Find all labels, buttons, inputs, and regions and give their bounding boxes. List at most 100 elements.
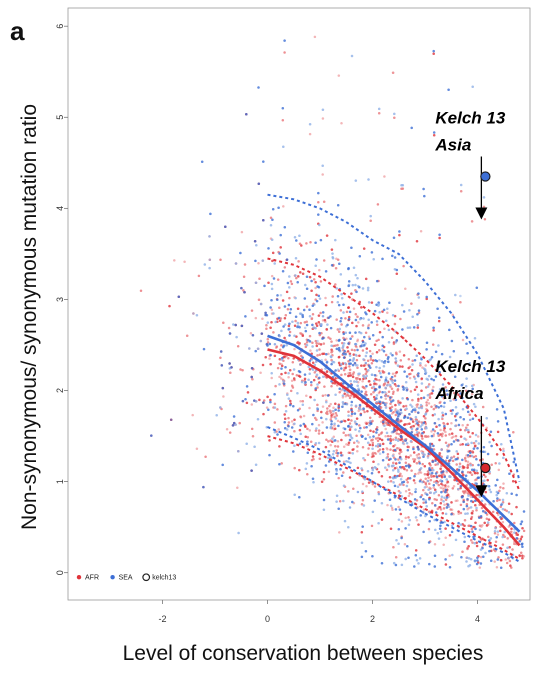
point-sea <box>308 359 312 362</box>
point-sea <box>438 387 442 391</box>
point-sea <box>389 504 393 508</box>
point-afr <box>421 437 424 440</box>
point-sea <box>429 442 432 446</box>
point-afr <box>297 374 301 378</box>
point-sea <box>353 420 357 423</box>
point-afr <box>394 403 397 407</box>
point-afr <box>435 425 438 428</box>
point-sea <box>358 254 362 258</box>
point-afr <box>337 476 340 480</box>
point-sea <box>428 358 431 362</box>
point-afr <box>328 404 331 408</box>
point-sea <box>420 382 424 385</box>
point-sea <box>285 428 289 431</box>
point-afr <box>424 364 427 367</box>
point-sea <box>367 301 371 304</box>
point-sea <box>423 368 427 371</box>
point-afr <box>350 414 353 418</box>
point-sea <box>404 557 407 561</box>
point-sea <box>452 440 456 443</box>
point-afr <box>427 476 430 479</box>
point-afr <box>400 437 404 441</box>
point-afr <box>486 523 490 526</box>
point-afr <box>404 455 408 459</box>
point-sea <box>261 259 265 262</box>
point-sea <box>519 522 523 526</box>
point-sea <box>298 325 301 329</box>
point-afr <box>471 463 474 467</box>
point-afr <box>259 371 262 375</box>
point-afr <box>377 433 381 437</box>
point-sea <box>350 400 354 404</box>
point-sea <box>308 314 312 318</box>
point-sea <box>269 353 272 357</box>
point-afr <box>398 350 402 353</box>
point-sea <box>336 300 340 304</box>
point-sea <box>234 262 238 265</box>
point-sea <box>394 359 398 363</box>
point-sea <box>298 442 302 445</box>
point-afr <box>241 369 244 372</box>
point-afr <box>429 464 432 467</box>
point-afr <box>384 427 387 431</box>
point-sea <box>400 536 403 540</box>
point-afr <box>377 111 381 115</box>
point-sea <box>361 490 364 493</box>
point-sea <box>508 472 511 475</box>
point-afr <box>444 563 448 566</box>
point-afr <box>438 438 441 442</box>
point-sea <box>416 393 420 396</box>
point-sea <box>440 495 444 498</box>
point-afr <box>410 302 413 305</box>
point-afr <box>297 275 300 278</box>
point-sea <box>395 539 398 542</box>
point-sea <box>367 318 370 322</box>
point-sea <box>368 436 372 439</box>
point-sea <box>310 380 313 384</box>
point-sea <box>473 542 477 545</box>
point-afr <box>420 421 424 424</box>
point-afr <box>388 398 392 401</box>
point-afr <box>451 313 455 317</box>
point-sea <box>418 462 421 465</box>
point-sea <box>266 344 269 347</box>
point-sea <box>364 394 367 397</box>
point-afr <box>380 420 383 423</box>
point-sea <box>336 368 340 371</box>
point-sea <box>399 434 403 438</box>
point-sea <box>334 408 337 411</box>
point-afr <box>378 369 381 373</box>
point-sea <box>349 461 352 465</box>
point-afr <box>465 502 469 506</box>
point-afr <box>450 508 454 511</box>
point-sea <box>341 401 345 404</box>
point-afr <box>415 461 419 465</box>
point-sea <box>273 392 276 396</box>
point-sea <box>337 303 341 307</box>
point-afr <box>250 427 254 431</box>
point-afr <box>402 354 406 357</box>
point-afr <box>342 471 345 474</box>
point-sea <box>304 283 307 287</box>
point-sea <box>311 477 315 481</box>
point-afr <box>280 344 283 347</box>
point-afr <box>501 543 505 546</box>
point-afr <box>272 331 275 334</box>
point-sea <box>254 463 258 467</box>
point-sea <box>496 558 500 561</box>
point-sea <box>313 398 316 402</box>
point-sea <box>314 442 318 445</box>
point-sea <box>378 405 381 408</box>
point-sea <box>281 106 285 110</box>
point-afr <box>265 327 268 330</box>
point-afr <box>317 429 321 432</box>
point-sea <box>468 418 472 422</box>
point-afr <box>262 399 266 402</box>
point-sea <box>464 474 468 477</box>
point-sea <box>387 340 391 344</box>
point-afr <box>372 430 375 433</box>
point-afr <box>366 410 369 413</box>
point-afr <box>250 309 254 312</box>
point-sea <box>469 557 473 561</box>
point-sea <box>500 443 503 446</box>
